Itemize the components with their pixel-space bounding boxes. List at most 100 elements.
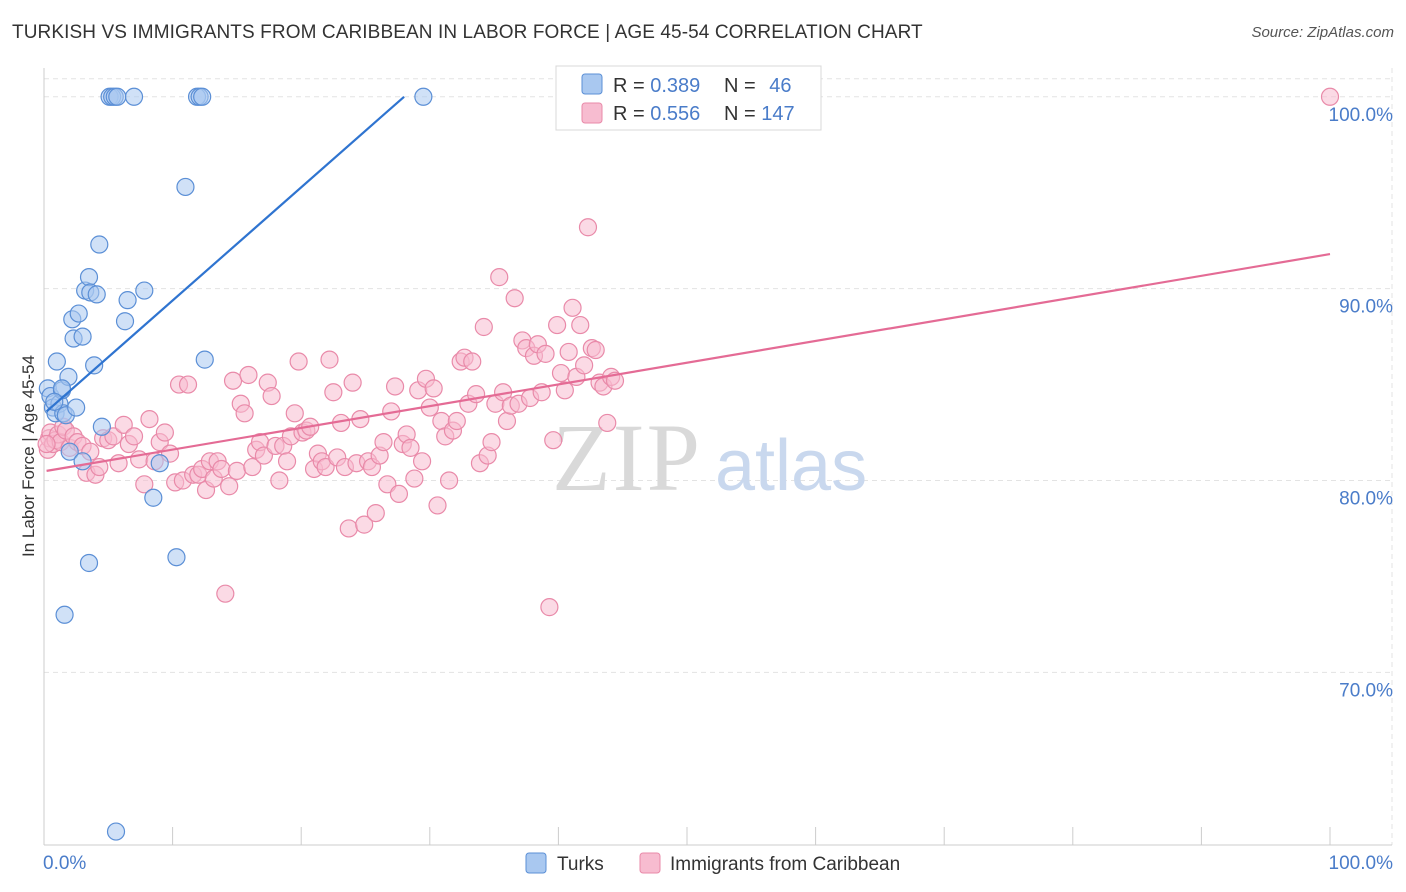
point-caribbean-62 xyxy=(289,352,308,371)
point-caribbean-136 xyxy=(575,356,594,375)
point-turks-33 xyxy=(167,548,186,567)
point-caribbean-75 xyxy=(339,519,358,538)
point-caribbean-101 xyxy=(439,471,459,490)
point-turks-19 xyxy=(85,356,104,375)
y-tick-label-3: 100.0% xyxy=(1329,105,1394,126)
point-turks-26 xyxy=(108,87,127,106)
point-caribbean-131 xyxy=(555,381,574,400)
point-caribbean-139 xyxy=(586,340,605,360)
point-caribbean-142 xyxy=(598,413,617,433)
legend-swatch-caribbean xyxy=(581,102,603,124)
legend-n-label-caribbean: N = xyxy=(724,103,761,125)
point-turks-29 xyxy=(124,87,144,106)
legend-n-label-turks: N = xyxy=(724,75,761,97)
bottom-legend-swatch-caribbean xyxy=(639,852,661,874)
point-caribbean-129 xyxy=(548,315,567,335)
point-caribbean-103 xyxy=(447,411,466,431)
point-turks-14 xyxy=(69,304,88,323)
point-caribbean-42 xyxy=(212,459,231,479)
point-caribbean-71 xyxy=(324,383,343,402)
point-caribbean-137 xyxy=(578,218,598,237)
point-turks-27 xyxy=(115,312,135,331)
legend-row-turks: R = 0.389 xyxy=(613,75,700,97)
legend-n-value-turks: 46 xyxy=(769,75,791,97)
trend-line-turks xyxy=(45,95,405,413)
point-caribbean-61 xyxy=(285,404,304,423)
point-caribbean-21 xyxy=(114,415,133,434)
x-tick-label-min: 0.0% xyxy=(43,853,86,874)
point-turks-31 xyxy=(144,488,163,507)
legend-n-value-caribbean: 147 xyxy=(761,103,794,125)
legend-box: R = 0.389 N = 46 R = 0.556 N = 147 xyxy=(555,65,822,131)
point-caribbean-126 xyxy=(536,344,555,363)
legend-swatch-turks xyxy=(581,73,603,95)
point-caribbean-92 xyxy=(405,469,424,488)
legend-n-caribbean: N = 147 xyxy=(724,103,795,125)
watermark-atlas: atlas xyxy=(715,426,867,506)
point-turks-38 xyxy=(195,350,214,369)
point-caribbean-25 xyxy=(135,475,154,494)
point-turks-4 xyxy=(47,352,66,371)
point-turks-42 xyxy=(73,452,92,471)
point-caribbean-114 xyxy=(490,268,509,287)
point-caribbean-82 xyxy=(366,503,385,523)
point-turks-37 xyxy=(193,87,212,106)
bottom-legend-swatch-turks xyxy=(525,852,547,874)
point-caribbean-34 xyxy=(178,375,198,394)
bottom-legend: Turks Immigrants from Caribbean xyxy=(525,852,900,875)
point-turks-20 xyxy=(87,285,106,304)
trend-line-caribbean xyxy=(46,253,1331,472)
point-caribbean-116 xyxy=(497,411,517,431)
point-caribbean-87 xyxy=(385,377,405,396)
point-caribbean-135 xyxy=(571,315,590,335)
legend-r-value-turks: 0.389 xyxy=(650,75,700,97)
point-caribbean-26 xyxy=(140,409,159,429)
point-caribbean-130 xyxy=(551,363,571,383)
point-caribbean-59 xyxy=(277,452,297,471)
point-turks-10 xyxy=(60,442,79,461)
point-caribbean-112 xyxy=(482,433,501,452)
point-caribbean-43 xyxy=(216,584,235,603)
y-axis-title: In Labor Force | Age 45-54 xyxy=(19,355,38,557)
legend-r-label-turks: R = xyxy=(613,75,650,97)
point-caribbean-94 xyxy=(412,452,432,471)
point-caribbean-45 xyxy=(223,371,243,390)
legend-r-value-caribbean: 0.556 xyxy=(650,103,700,125)
bottom-legend-label-turks: Turks xyxy=(557,854,604,875)
grid-lines xyxy=(44,68,1393,845)
legend-n-turks: N = 46 xyxy=(724,75,792,97)
watermark-zip: ZIP xyxy=(552,404,702,511)
point-turks-39 xyxy=(414,87,433,106)
point-turks-41 xyxy=(79,553,99,573)
point-caribbean-98 xyxy=(428,496,447,515)
point-caribbean-145 xyxy=(1320,87,1340,106)
y-tick-label-1: 80.0% xyxy=(1339,488,1393,509)
point-turks-17 xyxy=(79,268,99,287)
point-caribbean-29 xyxy=(155,423,174,442)
point-caribbean-132 xyxy=(559,342,578,362)
point-caribbean-46 xyxy=(227,461,246,480)
chart-title: TURKISH VS IMMIGRANTS FROM CARIBBEAN IN … xyxy=(12,22,923,43)
point-caribbean-146 xyxy=(37,434,56,454)
point-caribbean-23 xyxy=(124,427,144,446)
y-tick-labels: 70.0% 80.0% 90.0% 100.0% xyxy=(1329,105,1394,702)
point-caribbean-118 xyxy=(505,289,524,308)
point-caribbean-88 xyxy=(389,484,409,504)
point-turks-22 xyxy=(92,417,111,436)
point-caribbean-107 xyxy=(463,352,482,371)
point-turks-45 xyxy=(106,822,126,841)
point-turks-32 xyxy=(150,454,169,473)
point-caribbean-79 xyxy=(355,515,374,534)
y-tick-label-2: 90.0% xyxy=(1339,297,1393,318)
point-caribbean-55 xyxy=(262,386,281,406)
point-caribbean-70 xyxy=(320,350,339,369)
point-turks-21 xyxy=(90,235,109,254)
y-tick-label-0: 70.0% xyxy=(1339,680,1393,701)
point-turks-34 xyxy=(176,177,195,197)
point-caribbean-133 xyxy=(563,298,582,317)
point-caribbean-49 xyxy=(239,365,258,385)
legend-r-label-caribbean: R = xyxy=(613,103,650,125)
point-caribbean-48 xyxy=(235,404,254,423)
watermark: ZIP atlas xyxy=(552,404,867,511)
point-turks-28 xyxy=(118,291,137,310)
